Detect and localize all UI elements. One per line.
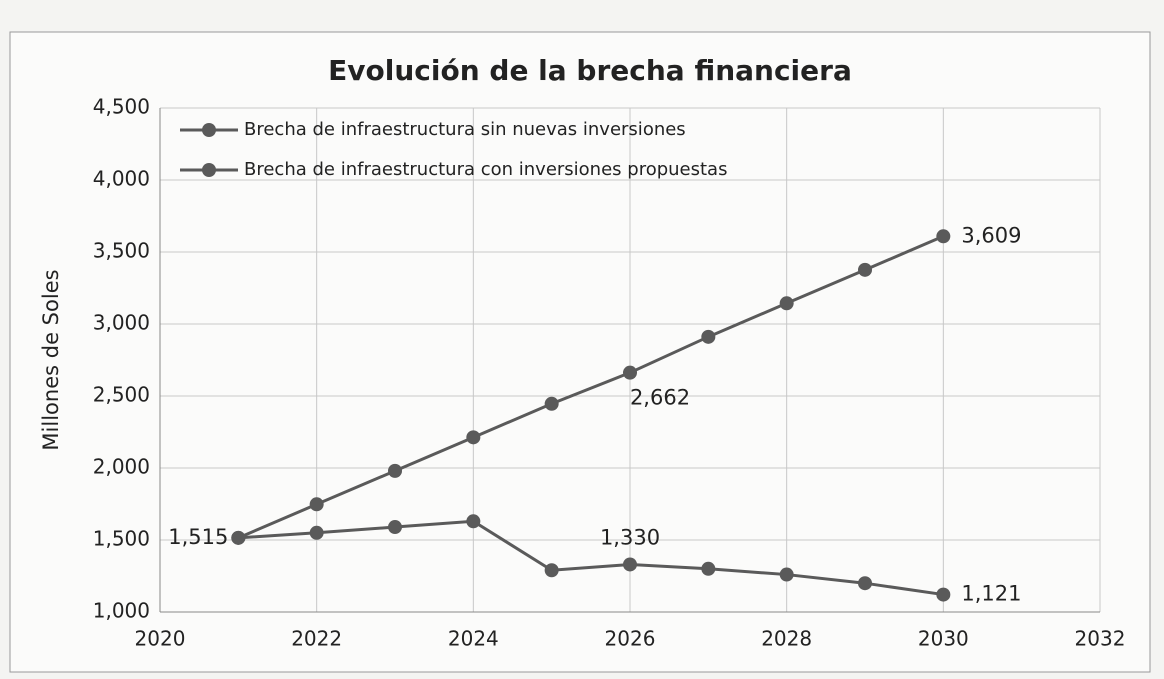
data-point — [309, 497, 324, 512]
x-tick-label: 2030 — [918, 627, 969, 651]
y-tick-label: 1,500 — [93, 527, 150, 551]
data-label: 3,609 — [961, 223, 1021, 247]
data-point — [623, 365, 637, 380]
data-point — [544, 563, 559, 578]
y-tick-label: 4,000 — [93, 167, 150, 191]
series-line — [237, 234, 944, 540]
y-tick-label: 4,500 — [93, 95, 150, 119]
data-point — [936, 229, 951, 244]
data-label: 1,330 — [600, 525, 660, 549]
y-axis-label: Millones de Soles — [39, 269, 63, 450]
x-tick-label: 2022 — [291, 627, 342, 651]
data-point — [701, 561, 716, 576]
y-tick-label: 3,000 — [93, 311, 150, 335]
data-point — [858, 576, 872, 591]
legend-marker — [202, 163, 216, 177]
legend-label: Brecha de infraestructura con inversione… — [244, 159, 727, 180]
y-tick-label: 2,000 — [93, 455, 150, 479]
x-tick-label: 2020 — [135, 627, 186, 651]
data-point — [544, 396, 559, 411]
y-tick-label: 2,500 — [93, 383, 150, 407]
x-tick-label: 2026 — [605, 627, 656, 651]
y-tick-label: 1,000 — [93, 599, 150, 623]
data-point — [858, 262, 872, 277]
x-tick-label: 2024 — [448, 627, 499, 651]
data-point — [701, 329, 716, 344]
data-point — [623, 557, 637, 572]
data-label: 1,121 — [961, 582, 1021, 606]
y-tick-label: 3,500 — [93, 239, 150, 263]
data-point — [466, 430, 481, 445]
data-point — [936, 587, 951, 602]
data-point — [309, 525, 324, 540]
data-point — [388, 520, 402, 535]
data-point — [779, 567, 794, 582]
data-point — [779, 296, 794, 311]
series-line — [238, 519, 944, 597]
legend-label: Brecha de infraestructura sin nuevas inv… — [244, 119, 686, 140]
data-point — [231, 530, 246, 545]
legend-marker — [202, 123, 216, 137]
x-tick-label: 2028 — [761, 627, 812, 651]
data-label: 2,662 — [630, 386, 690, 410]
data-point — [388, 463, 402, 478]
chart-title: Evolución de la brecha financiera — [328, 54, 852, 87]
data-point — [466, 514, 481, 529]
data-label: 1,515 — [168, 525, 228, 549]
chart-frame — [9, 31, 1151, 673]
x-tick-label: 2032 — [1075, 627, 1126, 651]
